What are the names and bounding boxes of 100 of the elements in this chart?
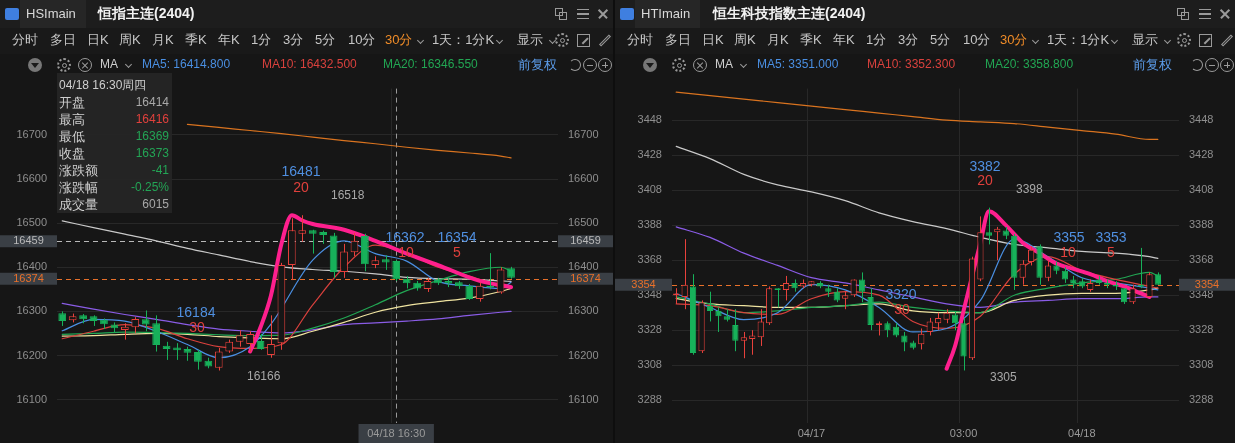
text: 多日 xyxy=(50,31,76,47)
text: 日K xyxy=(702,31,724,47)
text: MA10: 16432.500 xyxy=(262,57,357,72)
y2-tick-label: 3288 xyxy=(1189,393,1214,406)
y-tick-label: 16700 xyxy=(16,127,47,140)
annotation: 16416 xyxy=(135,112,169,127)
annotation: -0.25% xyxy=(130,180,169,195)
y2-tick-label: 16100 xyxy=(568,392,599,405)
text: 16374 xyxy=(13,271,44,284)
text: 月K xyxy=(152,31,174,47)
y2-tick-label: 3328 xyxy=(1189,323,1214,336)
candlestick xyxy=(475,282,484,303)
x-tick-label: 03:00 xyxy=(949,426,978,439)
candlestick xyxy=(1019,259,1026,286)
text: MA5: 16414.800 xyxy=(142,57,231,72)
candlestick xyxy=(1044,259,1052,282)
candlestick xyxy=(298,214,307,243)
annotation: 16166 xyxy=(247,369,281,384)
text: 周K xyxy=(119,31,141,47)
annotation: 5 xyxy=(453,244,461,261)
text: 1分 xyxy=(866,31,887,47)
annotation: 成交量 xyxy=(59,196,98,212)
text: 3354 xyxy=(631,277,656,290)
candlestick xyxy=(740,331,747,359)
y2-tick-label: 16600 xyxy=(568,172,599,185)
text: 30分 xyxy=(385,31,413,47)
text: 1分 xyxy=(251,31,272,47)
annotation: 开盘 xyxy=(59,94,85,110)
text: 月K xyxy=(767,31,789,47)
annotation: 16369 xyxy=(135,129,169,144)
annotation: 20 xyxy=(977,172,993,189)
y-tick-label: 16100 xyxy=(16,392,47,405)
text: 1天：1分K xyxy=(1047,31,1110,47)
y-tick-label: 3388 xyxy=(637,218,662,231)
text: 5分 xyxy=(930,31,951,47)
y2-tick-label: 3428 xyxy=(1189,148,1214,161)
annotation: 16362 xyxy=(385,229,425,246)
annotation: 16354 xyxy=(437,229,477,246)
line-series xyxy=(675,145,1159,260)
y2-tick-label: 3368 xyxy=(1189,253,1214,266)
ref-line-label: 16374 xyxy=(570,271,601,284)
annotation: 3382 xyxy=(969,158,1001,175)
chart-subtitle: HTImain xyxy=(635,0,701,28)
candlestick xyxy=(392,259,401,282)
annotation: 16184 xyxy=(176,304,216,321)
y-tick-label: 3288 xyxy=(637,393,662,406)
y-tick-label: 3368 xyxy=(637,253,662,266)
candlestick xyxy=(214,347,223,371)
candlestick xyxy=(1146,271,1153,298)
text: MA xyxy=(100,57,118,72)
text: 季K xyxy=(800,31,822,47)
text: 3分 xyxy=(283,31,304,47)
chart-title: 恒生科技指数主连(2404) xyxy=(713,5,866,22)
text: 前复权 xyxy=(1133,56,1172,72)
candlestick xyxy=(901,331,908,352)
candlestick xyxy=(141,310,150,332)
annotation: 3398 xyxy=(1016,182,1043,197)
y2-tick-label: 16700 xyxy=(568,127,599,140)
annotation: 6015 xyxy=(142,197,169,212)
annotation: 3355 xyxy=(1053,229,1085,246)
text: 10分 xyxy=(963,31,991,47)
annotation: 3305 xyxy=(990,370,1017,385)
y-tick-label: 16300 xyxy=(16,304,47,317)
x-tick-label: 04/18 16:30 xyxy=(367,426,426,439)
text: 显示 xyxy=(1132,31,1158,47)
annotation: 16518 xyxy=(331,188,365,203)
x-tick-label: 04/17 xyxy=(797,426,826,439)
text: 显示 xyxy=(517,31,543,47)
text: 周K xyxy=(734,31,756,47)
text: 3分 xyxy=(898,31,919,47)
annotation: 最低 xyxy=(59,128,85,144)
chart-subtitle: HSImain xyxy=(20,0,86,28)
x-tick-label: 04/18 xyxy=(1068,426,1096,439)
y2-tick-label: 16200 xyxy=(568,348,599,361)
text: 5分 xyxy=(315,31,336,47)
text: 10分 xyxy=(348,31,376,47)
y-tick-label: 16200 xyxy=(16,348,47,361)
annotation: 04/18 16:30周四 xyxy=(59,78,147,93)
annotation: 16414 xyxy=(135,95,169,110)
y-tick-label: 3428 xyxy=(637,148,662,161)
candlestick xyxy=(749,329,756,356)
y2-tick-label: 3408 xyxy=(1189,183,1214,196)
text: MA xyxy=(715,57,733,72)
annotation: 16373 xyxy=(135,146,169,161)
text: 年K xyxy=(833,31,855,47)
annotation: 16481 xyxy=(281,163,321,180)
text: MA10: 3352.300 xyxy=(867,57,956,72)
annotation: 收盘 xyxy=(59,145,85,161)
line-series xyxy=(186,123,512,159)
y-tick-label: 16500 xyxy=(16,216,47,229)
annotation: 涨跌额 xyxy=(59,162,98,178)
annotation: 10 xyxy=(398,244,414,261)
y2-tick-label: 16400 xyxy=(568,260,599,273)
text: 年K xyxy=(218,31,240,47)
text: 分时 xyxy=(627,31,653,47)
text: 日K xyxy=(87,31,109,47)
text: MA20: 3358.800 xyxy=(985,57,1074,72)
line-series xyxy=(61,302,512,334)
y-tick-label: 3408 xyxy=(637,183,662,196)
text: 分时 xyxy=(12,31,38,47)
